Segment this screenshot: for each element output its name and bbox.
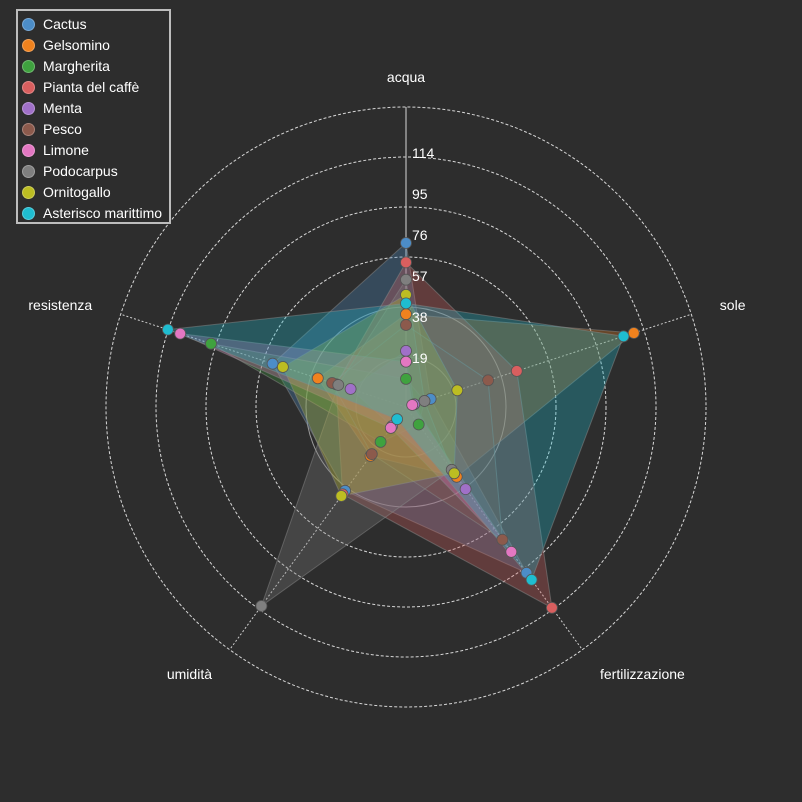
- legend-label: Limone: [43, 142, 89, 158]
- data-point: [400, 319, 412, 331]
- data-point: [400, 256, 412, 269]
- legend-item: Ornitogallo: [22, 182, 111, 202]
- data-point: [174, 327, 187, 340]
- series-area-6: [179, 333, 512, 553]
- series-area-5: [331, 324, 503, 541]
- data-point: [525, 573, 538, 586]
- data-point: [161, 323, 174, 336]
- data-point: [332, 379, 345, 391]
- radial-tick-label: 38: [412, 309, 428, 325]
- axis-label-2: fertilizzazione: [600, 666, 685, 682]
- legend-label: Podocarpus: [43, 163, 118, 179]
- data-point: [448, 467, 461, 480]
- legend-label: Gelsomino: [43, 37, 110, 53]
- legend-label: Ornitogallo: [43, 184, 111, 200]
- data-point: [400, 237, 412, 249]
- data-point: [400, 344, 412, 357]
- series-areas: [167, 242, 636, 609]
- data-point: [255, 600, 268, 612]
- data-point: [510, 365, 523, 377]
- data-point: [335, 490, 348, 502]
- legend-marker: [22, 164, 35, 178]
- data-point: [482, 374, 495, 387]
- axis-label-0: acqua: [387, 69, 425, 85]
- axis-labels: acqua sole fertilizzazione umidità resistenz…: [28, 69, 745, 682]
- data-point: [276, 361, 289, 373]
- radial-tick-label: 95: [412, 186, 428, 202]
- legend-label: Menta: [43, 100, 82, 116]
- data-point: [406, 399, 419, 411]
- legend-item: Cactus: [22, 14, 87, 34]
- axis-label-4: resistenza: [28, 297, 92, 313]
- legend-marker: [22, 80, 35, 94]
- axis-label-1: sole: [720, 297, 746, 313]
- data-point: [365, 448, 378, 461]
- legend-marker: [22, 185, 35, 199]
- data-point: [205, 337, 217, 350]
- data-point: [266, 357, 279, 370]
- data-point: [311, 372, 324, 385]
- data-point: [400, 355, 412, 368]
- legend-marker: [22, 101, 35, 115]
- legend-item: Gelsomino: [22, 35, 110, 55]
- legend-item: Pianta del caffè: [22, 77, 139, 97]
- data-point: [451, 384, 464, 397]
- series-points: [161, 237, 640, 614]
- legend: Cactus Gelsomino Margherita Pianta del caff…: [16, 9, 171, 224]
- legend-marker: [22, 143, 35, 157]
- legend-marker: [22, 17, 35, 31]
- data-point: [418, 395, 431, 407]
- radial-tick-label: 57: [412, 268, 428, 284]
- data-point: [344, 383, 357, 395]
- legend-label: Pesco: [43, 121, 82, 137]
- data-point: [374, 435, 387, 448]
- data-point: [496, 533, 509, 546]
- series-area-8: [282, 294, 458, 497]
- legend-label: Margherita: [43, 58, 110, 74]
- data-point: [627, 327, 640, 339]
- series-area-3: [335, 261, 553, 609]
- legend-item: Limone: [22, 140, 89, 160]
- legend-item: Pesco: [22, 119, 82, 139]
- data-point: [459, 483, 472, 496]
- radial-tick-label: 114: [412, 145, 435, 161]
- data-point: [505, 546, 518, 558]
- legend-item: Asterisco marittimo: [22, 203, 162, 223]
- data-point: [617, 330, 630, 343]
- data-point: [400, 297, 412, 310]
- legend-label: Cactus: [43, 16, 87, 32]
- data-point: [391, 413, 404, 426]
- legend-marker: [22, 122, 35, 136]
- legend-item: Menta: [22, 98, 82, 118]
- legend-marker: [22, 59, 35, 73]
- legend-label: Pianta del caffè: [43, 79, 140, 95]
- radial-tick-label: 19: [412, 350, 428, 366]
- data-point: [546, 601, 558, 614]
- data-point: [384, 421, 397, 434]
- axis-label-3: umidità: [167, 666, 212, 682]
- legend-label: Asterisco marittimo: [43, 205, 163, 221]
- data-point: [412, 418, 425, 431]
- data-point: [400, 273, 412, 286]
- data-point: [400, 372, 412, 385]
- series-area-1: [317, 313, 636, 478]
- legend-item: Podocarpus: [22, 161, 118, 181]
- legend-marker: [22, 206, 35, 220]
- radial-tick-label: 76: [412, 227, 428, 243]
- legend-marker: [22, 38, 35, 52]
- radial-tick-labels: 19 38 57 76 95 114: [412, 145, 435, 366]
- legend-item: Margherita: [22, 56, 110, 76]
- grid-circle: [105, 106, 707, 708]
- data-point: [400, 308, 412, 321]
